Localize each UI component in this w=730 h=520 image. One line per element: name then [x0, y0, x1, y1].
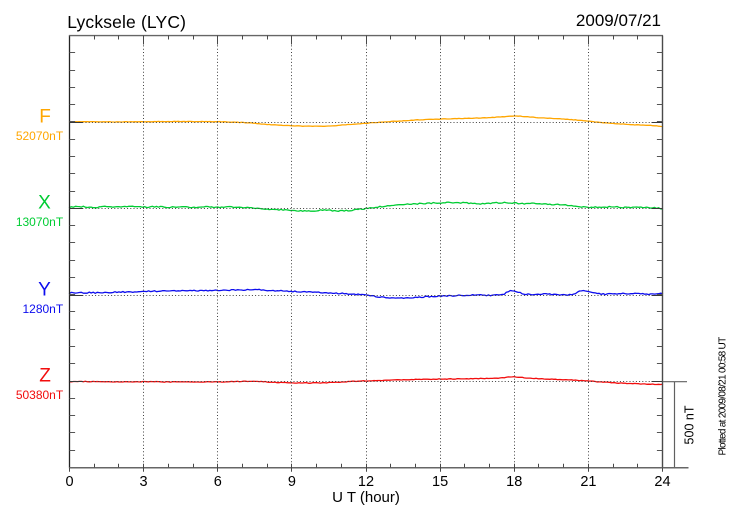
svg-text:Lycksele (LYC): Lycksele (LYC) [67, 12, 186, 32]
svg-text:0: 0 [65, 474, 73, 490]
svg-text:2009/07/21: 2009/07/21 [576, 11, 661, 30]
svg-text:50380nT: 50380nT [16, 388, 64, 402]
svg-text:Plotted at 2009/08/21 00:58 UT: Plotted at 2009/08/21 00:58 UT [718, 337, 729, 456]
svg-text:Z: Z [39, 366, 51, 387]
svg-text:21: 21 [580, 474, 596, 490]
svg-text:24: 24 [654, 474, 670, 490]
svg-text:52070nT: 52070nT [16, 129, 64, 143]
svg-text:13070nT: 13070nT [16, 215, 64, 229]
svg-text:F: F [39, 107, 51, 128]
svg-text:18: 18 [506, 474, 522, 490]
svg-text:12: 12 [358, 474, 374, 490]
svg-text:3: 3 [140, 474, 148, 490]
svg-text:Y: Y [38, 280, 51, 301]
svg-text:X: X [38, 193, 51, 214]
svg-text:6: 6 [214, 474, 222, 490]
svg-text:500 nT: 500 nT [682, 405, 696, 444]
svg-text:9: 9 [288, 474, 296, 490]
svg-text:15: 15 [432, 474, 448, 490]
svg-text:1280nT: 1280nT [22, 302, 63, 316]
svg-text:U T (hour): U T (hour) [332, 489, 400, 506]
